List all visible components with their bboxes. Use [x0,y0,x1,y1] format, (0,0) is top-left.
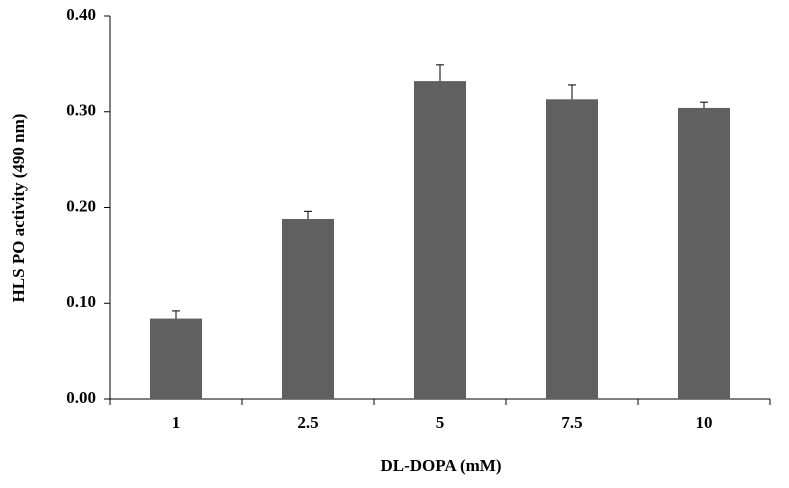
y-axis-label: HLS PO activity (490 nm) [9,114,28,303]
bar [546,99,598,400]
x-axis-label: DL-DOPA (mM) [380,456,501,475]
y-tick-label: 0.00 [66,388,96,407]
x-tick-label: 10 [696,413,713,432]
bar [414,81,466,400]
x-tick-label: 5 [436,413,445,432]
bar [678,107,730,400]
bar [282,218,334,399]
y-tick-label: 0.30 [66,101,96,120]
x-tick-label: 2.5 [297,413,318,432]
bar [150,318,202,399]
y-tick-label: 0.20 [66,196,96,215]
x-tick-label: 1 [172,413,181,432]
x-tick-label: 7.5 [561,413,582,432]
y-tick-label: 0.10 [66,292,96,311]
y-tick-label: 0.40 [66,5,96,24]
